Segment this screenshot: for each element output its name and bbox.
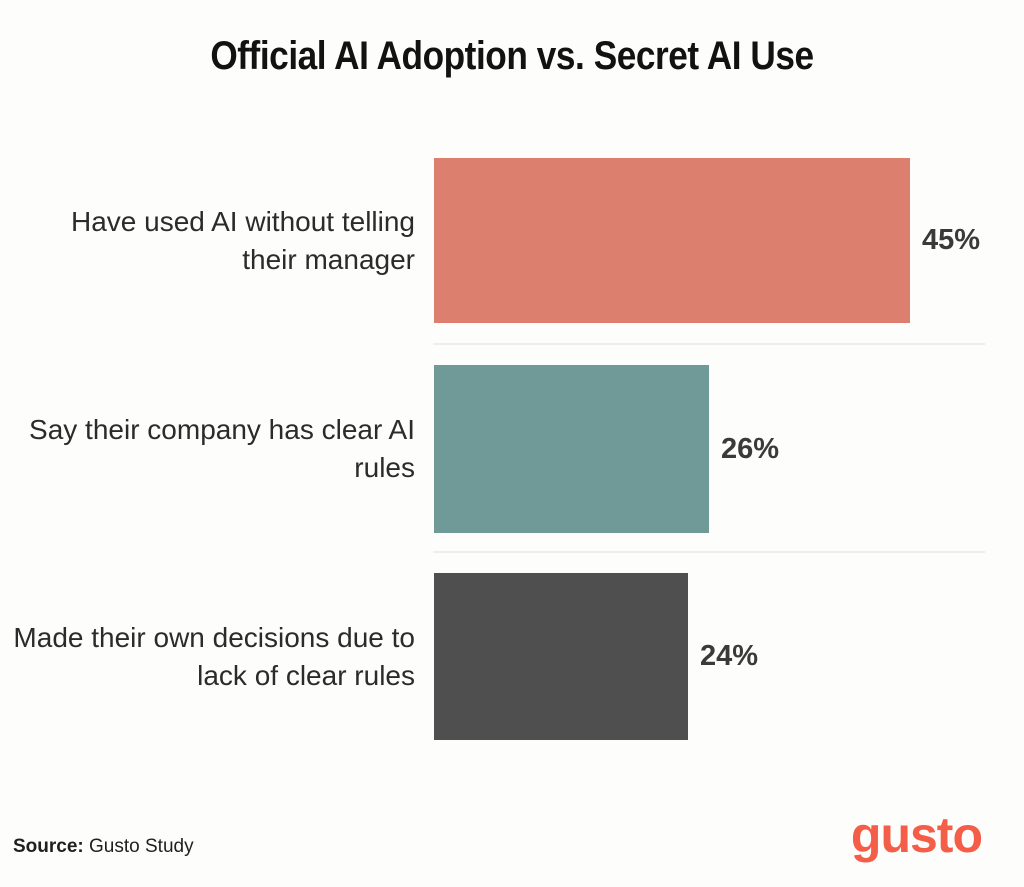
value-label-secret-ai-use: 45% bbox=[922, 224, 981, 256]
value-label-clear-ai-rules: 26% bbox=[721, 432, 780, 465]
chart-title: Official AI Adoption vs. Secret AI Use bbox=[210, 34, 814, 78]
category-label-secret-ai-use: Have used AI without telling their manag… bbox=[71, 205, 415, 275]
bar-own-decisions bbox=[434, 573, 688, 740]
bar-clear-ai-rules bbox=[434, 365, 709, 533]
chart-row: 26% bbox=[434, 365, 1024, 533]
value-label-own-decisions: 24% bbox=[700, 640, 759, 672]
source-text: Gusto Study bbox=[83, 836, 194, 857]
row-divider bbox=[433, 551, 985, 553]
gusto-logo: gusto bbox=[850, 807, 983, 863]
chart-row: 24% bbox=[434, 573, 1024, 740]
category-label-own-decisions: Made their own decisions due to lack of … bbox=[13, 621, 415, 691]
row-divider bbox=[433, 343, 985, 345]
source-label: Source: bbox=[13, 836, 84, 857]
source-attribution: Source: Gusto Study bbox=[13, 836, 194, 858]
chart-row: 45% bbox=[434, 158, 1024, 323]
bar-secret-ai-use bbox=[434, 158, 910, 323]
category-label-clear-ai-rules: Say their company has clear AI rules bbox=[29, 414, 415, 483]
